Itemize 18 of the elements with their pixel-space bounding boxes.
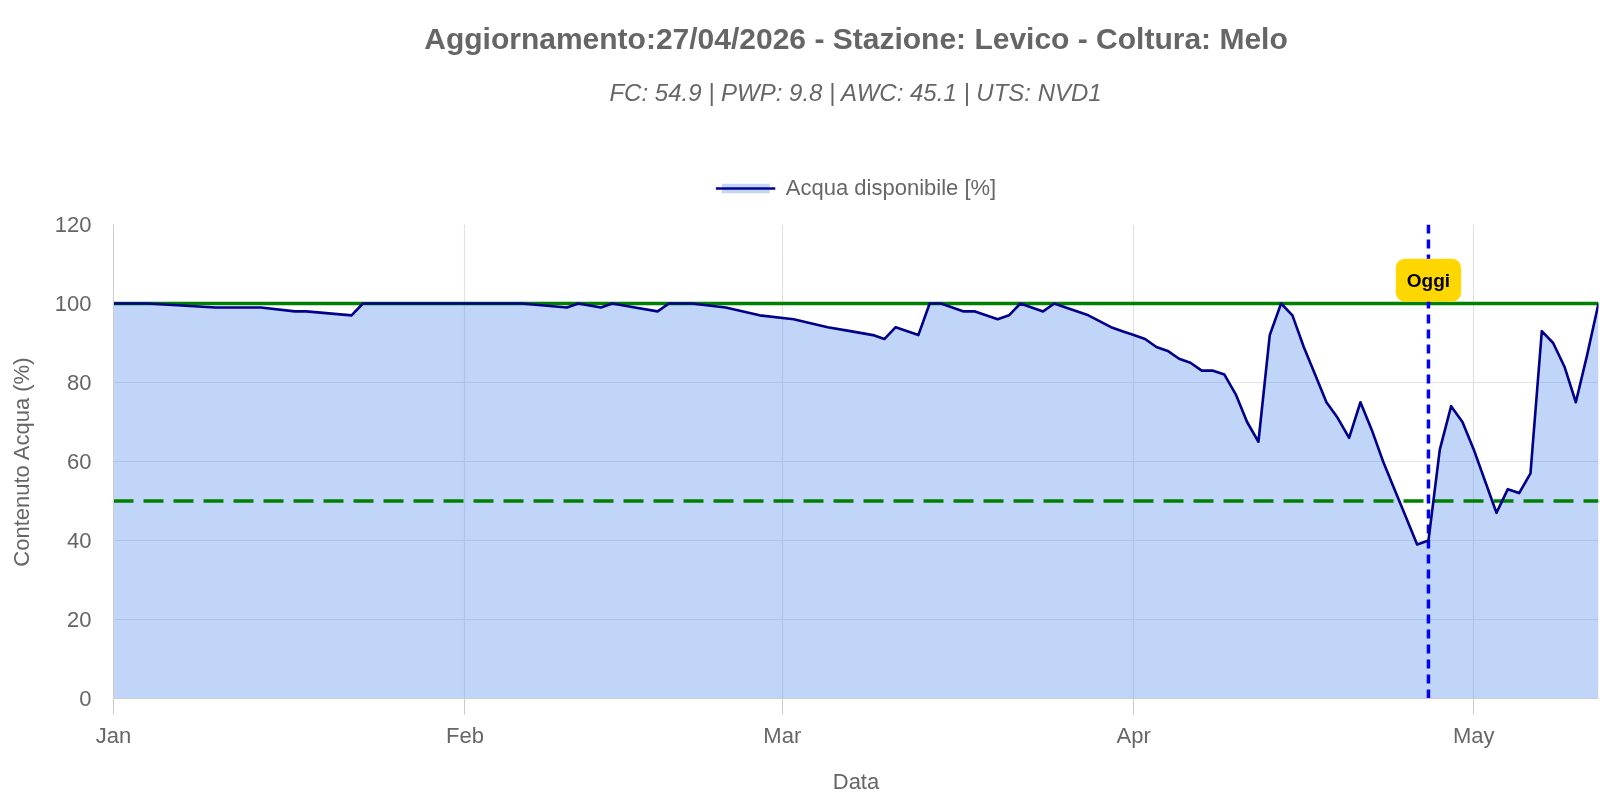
y-tick-label: 80 [67,370,92,395]
y-tick-label: 60 [67,449,92,474]
y-tick-label: 40 [67,528,92,553]
y-tick-label: 20 [67,607,92,632]
x-axis-title: Data [832,768,880,794]
chart-subtitle: FC: 54.9 | PWP: 9.8 | AWC: 45.1 | UTS: NVD1 [609,79,1102,106]
legend-label: Acqua disponibile [%] [785,175,997,201]
y-tick-label: 0 [79,686,92,711]
y-tick-label: 120 [54,212,92,237]
ref-line-label: Oggi [1406,269,1451,291]
chart-title: Aggiornamento:27/04/2026 - Stazione: Levico - Coltura: Melo [424,22,1288,55]
y-axis-title: Contenuto Acqua (%) [8,357,34,567]
x-tick-label: Jan [95,722,132,748]
x-tick-label: May [1453,722,1495,748]
x-tick-label: Feb [445,722,484,748]
y-tick-label: 100 [54,291,92,316]
x-tick-label: Mar [763,722,802,748]
x-tick-label: Apr [1116,722,1151,748]
